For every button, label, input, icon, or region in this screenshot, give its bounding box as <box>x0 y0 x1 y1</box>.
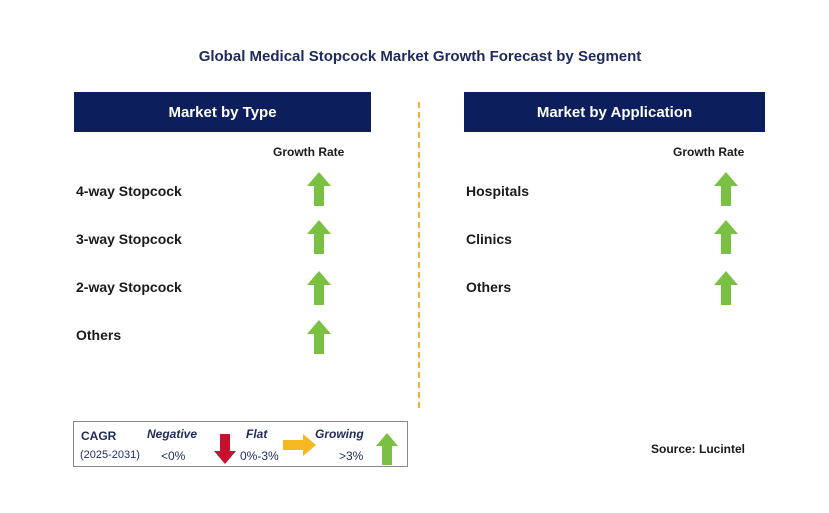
growing-legend-arrow-icon <box>376 433 398 465</box>
row-label-hospitals: Hospitals <box>466 183 530 199</box>
row-label-4-way-stopcock: 4-way Stopcock <box>76 183 182 199</box>
growth-rate-header-type: Growth Rate <box>273 145 345 159</box>
growing-arrow-icon <box>307 271 331 305</box>
growing-arrow-icon <box>714 271 738 305</box>
row-label-clinics: Clinics <box>466 231 512 247</box>
legend-cagr-label: CAGR <box>81 429 117 443</box>
negative-arrow-icon <box>214 434 236 464</box>
growing-arrow-icon <box>307 320 331 354</box>
legend-negative-label: Negative <box>147 427 198 441</box>
panel-header-type: Market by Type <box>74 92 371 132</box>
growing-arrow-icon <box>307 220 331 254</box>
legend-flat-range: 0%-3% <box>240 449 279 463</box>
row-label-others-type: Others <box>76 327 122 343</box>
legend-period: (2025-2031) <box>80 449 140 461</box>
legend-negative-range: <0% <box>161 449 186 463</box>
growth-rate-header-application: Growth Rate <box>673 145 745 159</box>
cagr-legend: CAGR (2025-2031) Negative <0% Flat 0%-3%… <box>73 421 408 467</box>
panel-divider <box>418 102 420 408</box>
chart-title: Global Medical Stopcock Market Growth Fo… <box>198 48 642 65</box>
growing-arrow-icon <box>307 172 331 206</box>
row-label-3-way-stopcock: 3-way Stopcock <box>76 231 182 247</box>
panel-header-application: Market by Application <box>464 92 765 132</box>
source-label: Source: Lucintel <box>651 442 746 456</box>
row-label-2-way-stopcock: 2-way Stopcock <box>76 279 182 295</box>
row-label-others-application: Others <box>466 279 512 295</box>
legend-growing-label: Growing <box>315 427 364 441</box>
growing-arrow-icon <box>714 220 738 254</box>
legend-flat-label: Flat <box>246 427 268 441</box>
legend-growing-range: >3% <box>339 449 364 463</box>
flat-arrow-icon <box>283 434 316 456</box>
growing-arrow-icon <box>714 172 738 206</box>
